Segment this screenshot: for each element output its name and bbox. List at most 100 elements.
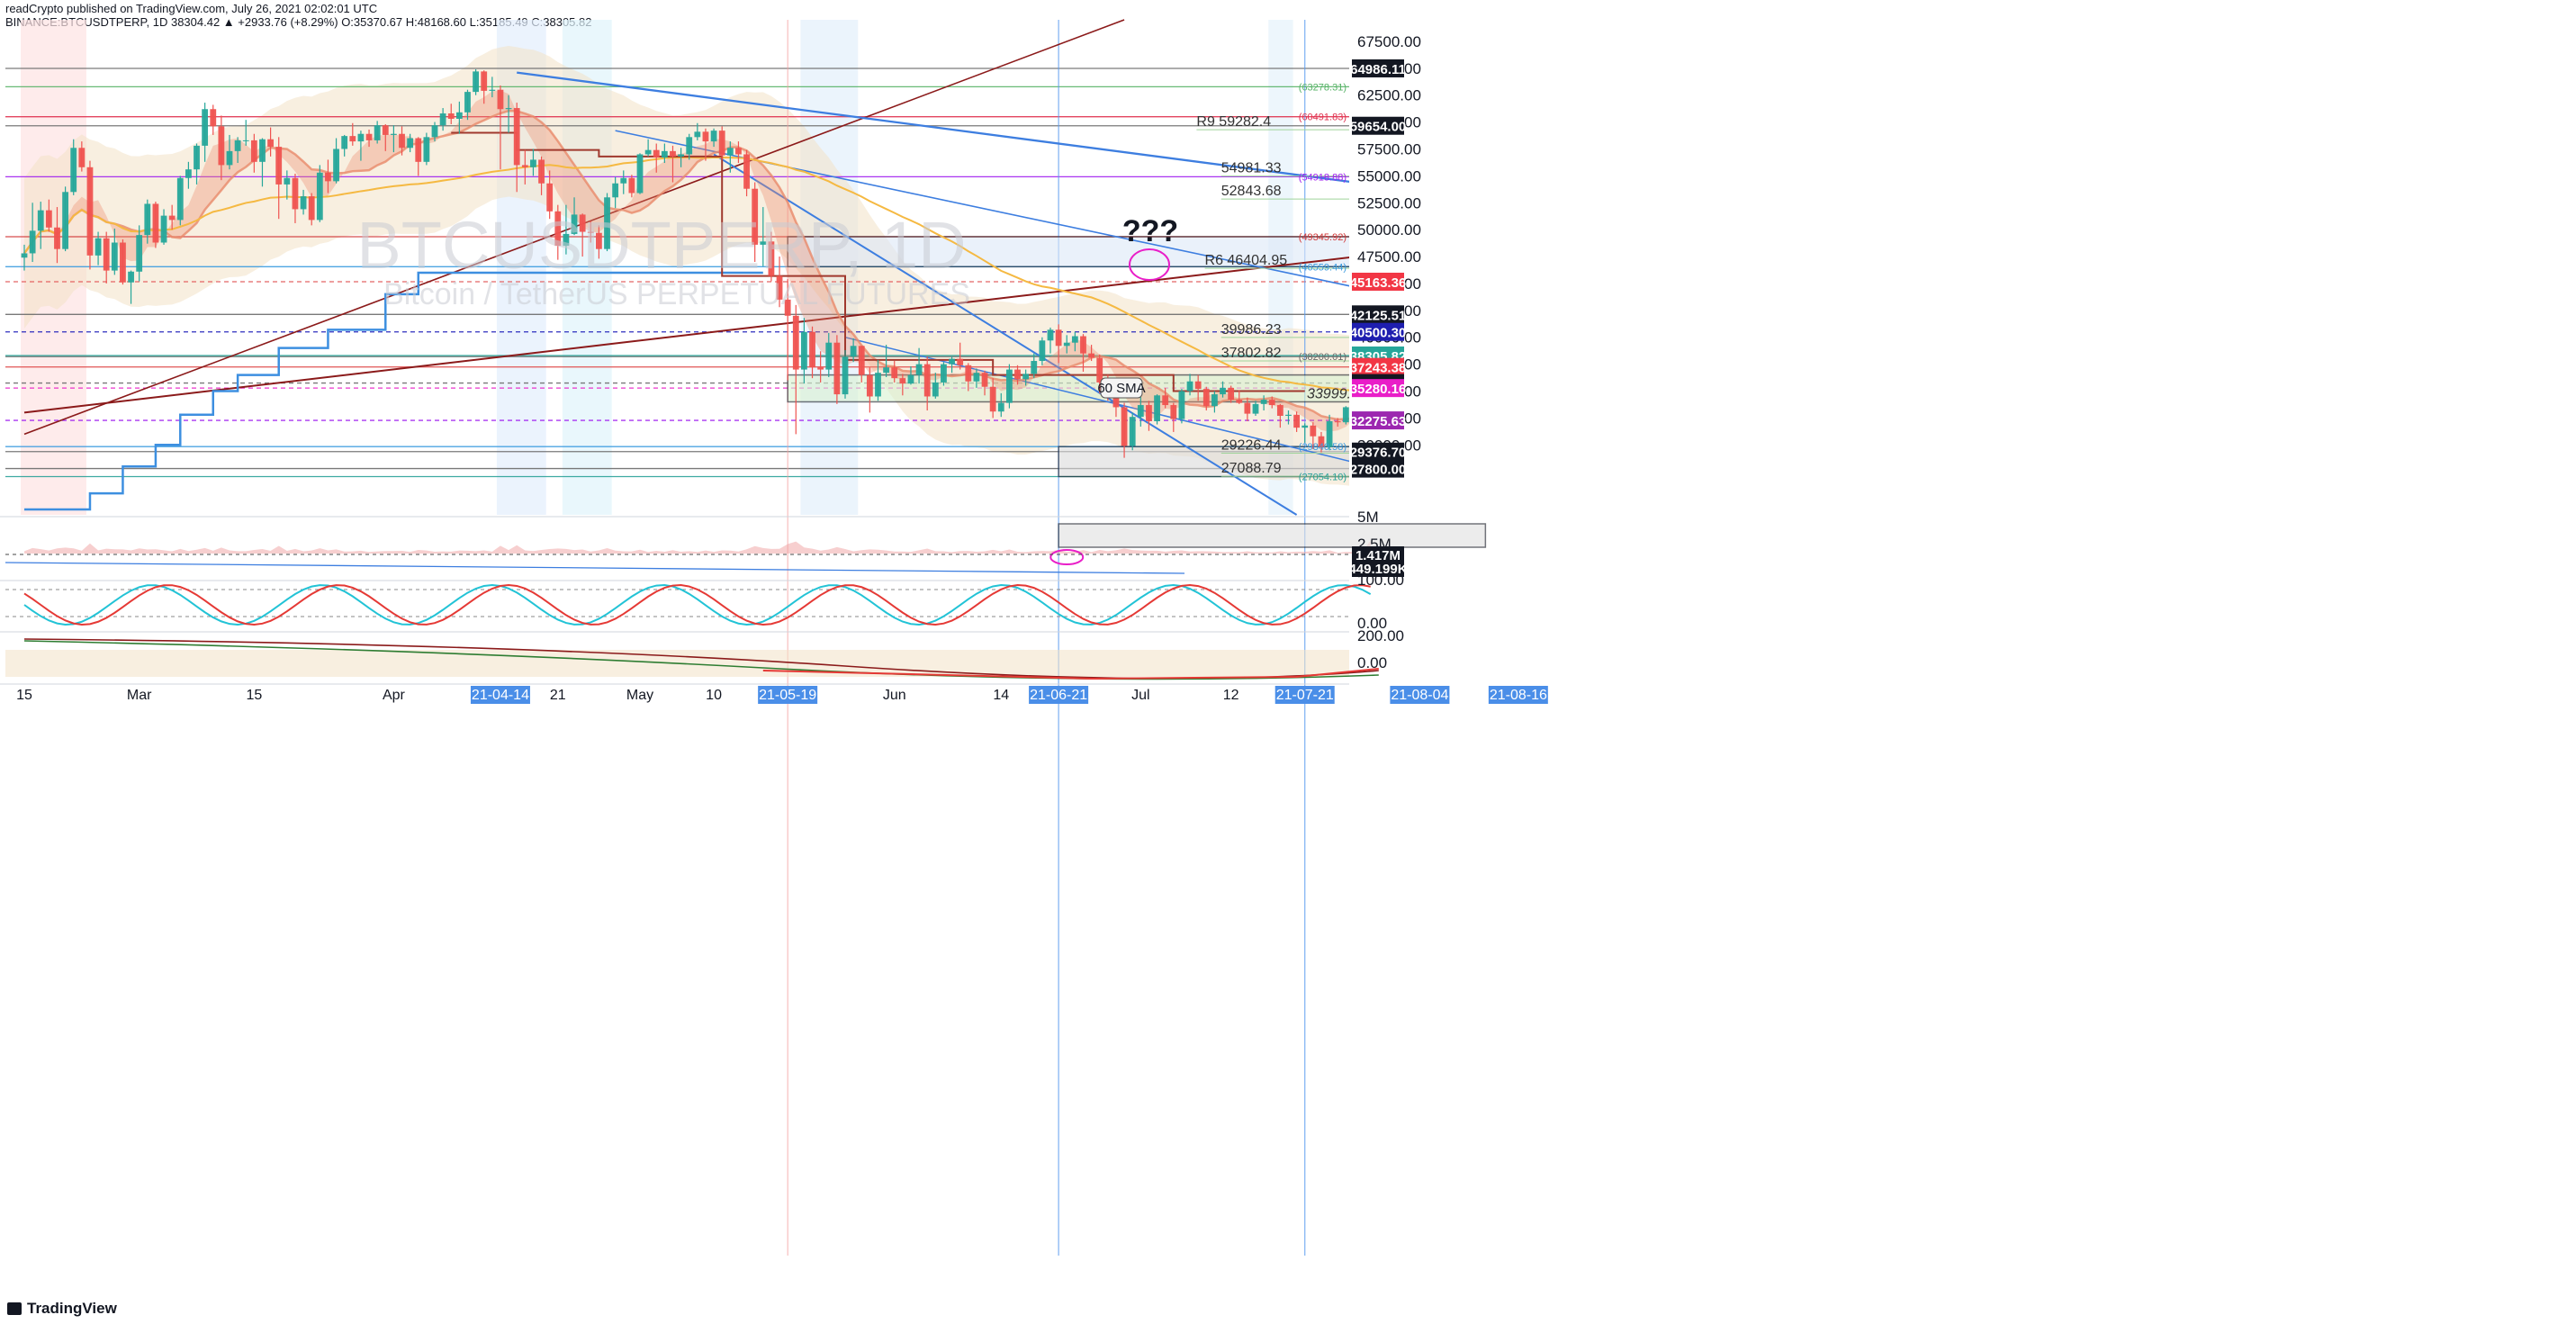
price-tick-label: 50000.00 — [1357, 221, 1421, 239]
candle-body — [62, 192, 68, 249]
candles-group — [21, 69, 1374, 458]
level-small-label: (63278.31) — [1299, 82, 1347, 93]
candle-body — [103, 238, 110, 271]
candle-body — [1039, 340, 1046, 362]
candle-body — [530, 159, 536, 167]
candle-body — [447, 113, 455, 119]
price-level-tag — [1352, 322, 1404, 341]
candle-body — [579, 214, 586, 232]
time-tick-label: 21-07-21 — [1276, 688, 1334, 703]
candle-body — [735, 148, 742, 155]
candle-body — [521, 165, 528, 167]
candle-body — [357, 133, 365, 142]
candle-body — [1276, 405, 1283, 416]
candle-body — [1310, 425, 1317, 437]
candle-body — [1080, 336, 1086, 354]
time-highlight-tag — [758, 686, 818, 704]
time-tick-label: 21-06-21 — [1030, 688, 1087, 703]
candle-body — [636, 154, 644, 194]
candle-body — [776, 275, 783, 300]
candle-body — [1318, 436, 1325, 447]
candle-body — [644, 149, 652, 155]
volume-tag — [1352, 560, 1404, 577]
candle-body — [464, 92, 471, 113]
price-level-tag — [1352, 411, 1404, 430]
candle-body — [1268, 400, 1275, 406]
time-tick-label: 10 — [706, 688, 722, 703]
candle-body — [1220, 387, 1226, 395]
candle-body — [1342, 407, 1349, 423]
level-small-label: (49345.92) — [1299, 232, 1347, 243]
candle-body — [1031, 361, 1038, 374]
candle-body — [505, 108, 512, 110]
candle-body — [45, 210, 52, 228]
watermark-symbol: BTCUSDTPERP, 1D — [356, 208, 966, 283]
candle-body — [620, 177, 627, 184]
candle-body — [957, 358, 964, 365]
level-small-label: (29840.58) — [1299, 442, 1347, 453]
candle-body — [661, 150, 668, 158]
osc-fast-line — [23, 583, 1372, 626]
time-tick-label: Jul — [1131, 688, 1149, 703]
candle-body — [382, 125, 389, 135]
level-small-label: (46559.44) — [1299, 262, 1347, 273]
volume-tag-label: 1.417M — [1356, 548, 1401, 563]
sma-60-line — [23, 156, 1371, 392]
candle-body — [29, 230, 36, 254]
candle-body — [1063, 342, 1070, 347]
candle-body — [168, 215, 176, 221]
price-tick-label: 47500.00 — [1357, 248, 1421, 266]
candle-body — [752, 188, 759, 245]
volume-highlight — [1049, 549, 1085, 565]
candle-body — [128, 271, 134, 283]
level-small-label: (54918.88) — [1299, 172, 1347, 183]
candle-body — [365, 133, 373, 140]
candle-body — [784, 299, 791, 316]
candle-body — [1252, 403, 1259, 414]
candle-body — [833, 342, 841, 395]
momentum-line-2 — [23, 640, 1379, 680]
time-highlight-tag — [1274, 686, 1335, 704]
volume-area — [24, 540, 1371, 554]
trend-line — [713, 153, 1298, 516]
price-tick-label: 52500.00 — [1357, 194, 1421, 212]
price-level-tag — [1352, 379, 1404, 398]
price-level-tag — [1352, 442, 1404, 461]
time-highlight-tag — [1390, 686, 1450, 704]
candle-body — [989, 386, 996, 412]
momentum-tick: 0.00 — [1357, 654, 1387, 671]
candle-body — [743, 154, 750, 189]
candle-body — [160, 215, 167, 243]
volume-trend-line — [5, 562, 1185, 574]
sma-callout-label: 60 SMA — [1097, 381, 1145, 396]
candle-body — [915, 364, 923, 375]
brand-label: TradingView — [27, 1300, 117, 1317]
candle-body — [907, 374, 914, 384]
price-level-tag — [1352, 357, 1404, 376]
candle-body — [1146, 405, 1152, 421]
time-tick-label: Mar — [127, 688, 152, 703]
tradingview-brand[interactable]: TradingView — [7, 1300, 117, 1318]
candle-body — [1228, 387, 1235, 401]
candle-body — [120, 242, 126, 283]
candle-body — [1285, 414, 1292, 416]
candle-body — [136, 235, 143, 272]
trend-line — [23, 240, 1486, 414]
candle-body — [1071, 336, 1078, 343]
candle-body — [1129, 417, 1136, 446]
candle-body — [883, 367, 889, 374]
candle-body — [801, 331, 807, 370]
candle-body — [489, 89, 496, 91]
candle-body — [899, 378, 906, 384]
candle-body — [1096, 357, 1103, 383]
support-step-line — [24, 271, 763, 511]
osc-tick: 100.00 — [1357, 572, 1404, 589]
candle-body — [858, 346, 865, 375]
price-level-tag-label: 32275.63 — [1350, 414, 1407, 429]
pivot-label: 27088.79 — [1221, 461, 1282, 476]
price-axis-bg — [1349, 20, 2576, 1316]
candle-body — [439, 113, 446, 126]
candle-body — [678, 154, 684, 157]
candle-body — [587, 231, 594, 233]
